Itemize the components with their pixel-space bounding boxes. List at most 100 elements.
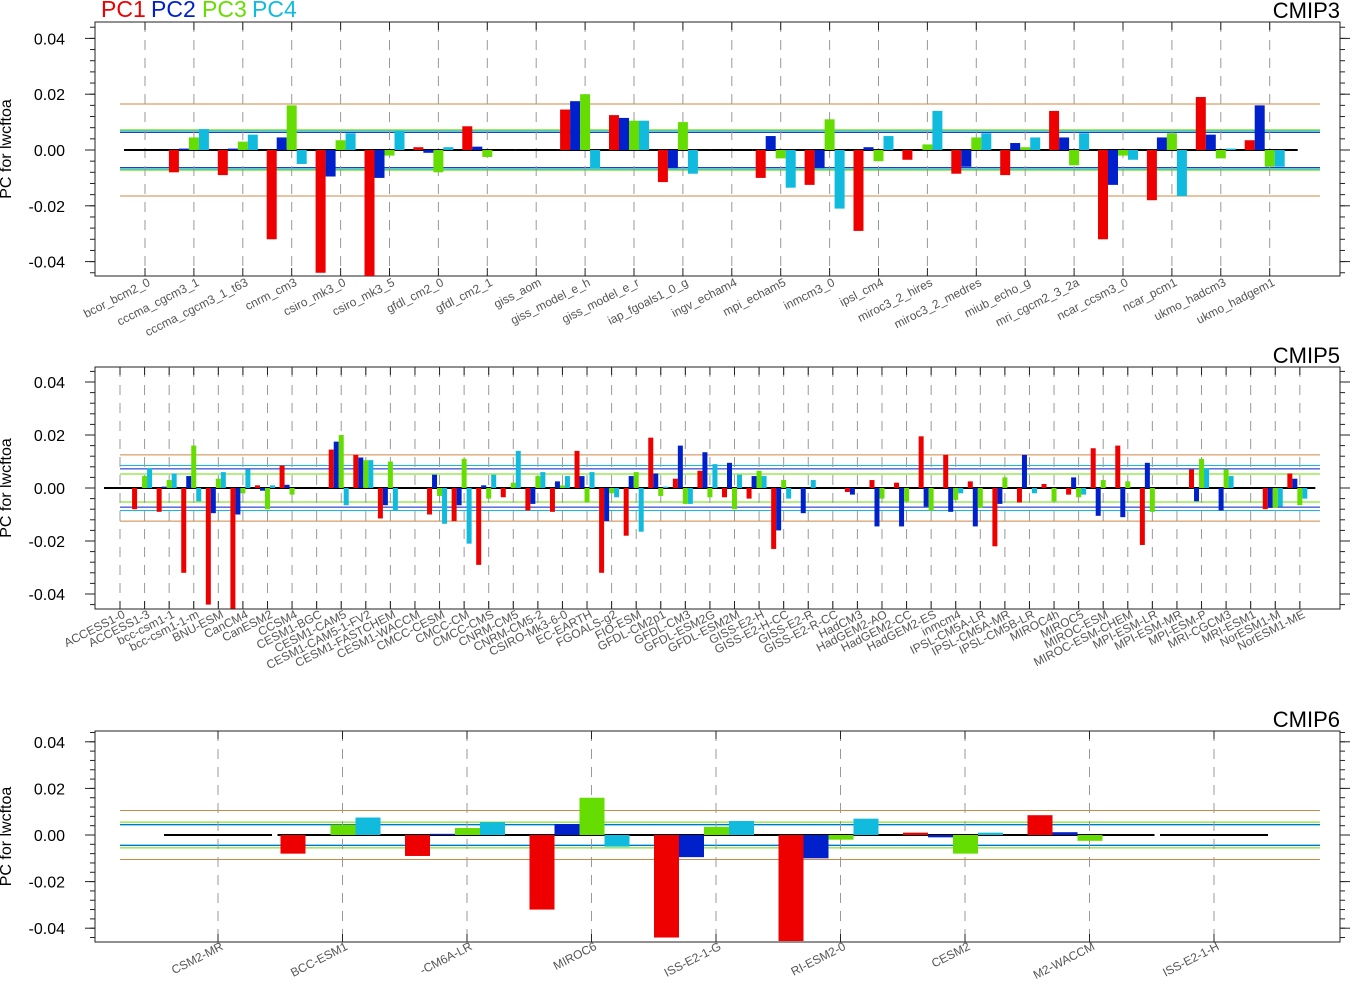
bar-pc4 xyxy=(810,480,816,488)
bar-pc4 xyxy=(590,150,601,169)
bar-pc4 xyxy=(220,472,226,488)
bar-pc4 xyxy=(638,488,644,532)
bar-pc3 xyxy=(1051,488,1057,502)
bar-pc1 xyxy=(1066,488,1072,495)
x-tick-label: M2-WACCM xyxy=(1031,939,1097,982)
bar-pc2 xyxy=(161,486,167,488)
bar-pc1 xyxy=(1139,488,1145,545)
bar-pc2 xyxy=(570,101,581,150)
bar-pc1 xyxy=(609,115,619,150)
bar-pc2 xyxy=(284,484,290,488)
bar-pc2 xyxy=(227,148,238,150)
bar-pc2 xyxy=(628,476,634,488)
bar-pc1 xyxy=(500,488,506,498)
bar-pc3 xyxy=(756,470,762,488)
bar-pc4 xyxy=(466,488,472,544)
bar-pc4 xyxy=(247,134,258,150)
bar-pc1 xyxy=(903,832,928,835)
bar-pc1 xyxy=(462,126,473,150)
bar-pc2 xyxy=(1205,134,1216,150)
bar-pc1 xyxy=(1041,484,1047,488)
bar-pc2 xyxy=(358,457,364,488)
x-tick-label: RI-ESM2-0 xyxy=(789,939,849,979)
bar-pc3 xyxy=(335,140,346,150)
bar-pc2 xyxy=(432,474,438,488)
y-tick-label: -0.04 xyxy=(29,255,66,272)
bar-pc2 xyxy=(1292,478,1298,488)
bar-pc3 xyxy=(433,150,444,173)
bar-pc2 xyxy=(382,488,388,506)
bar-pc4 xyxy=(198,129,209,150)
bar-pc3 xyxy=(1118,150,1128,156)
bar-pc1 xyxy=(413,147,424,150)
bar-pc4 xyxy=(981,133,992,150)
bar-pc2 xyxy=(849,488,855,495)
bar-pc4 xyxy=(687,150,698,174)
bar-pc3 xyxy=(142,476,148,488)
bar-pc3 xyxy=(584,488,590,503)
bar-pc3 xyxy=(1223,469,1229,488)
bar-pc3 xyxy=(580,94,591,150)
bar-pc2 xyxy=(1144,462,1150,488)
bar-pc1 xyxy=(217,150,228,176)
bar-pc1 xyxy=(574,450,580,488)
bar-pc4 xyxy=(564,476,570,488)
bar-pc4 xyxy=(978,832,1003,835)
bar-pc2 xyxy=(677,445,683,488)
bar-pc2 xyxy=(604,488,610,522)
bar-pc2 xyxy=(751,476,757,488)
bar-pc3 xyxy=(1020,147,1031,150)
bar-pc3 xyxy=(559,485,565,488)
bar-pc1 xyxy=(599,488,605,573)
bar-pc2 xyxy=(961,150,972,167)
bar-pc4 xyxy=(604,835,630,847)
bar-pc1 xyxy=(525,488,531,511)
y-tick-label: 0.00 xyxy=(34,481,65,498)
bar-pc1 xyxy=(623,488,629,536)
bar-pc1 xyxy=(205,488,211,605)
bar-pc4 xyxy=(443,147,454,150)
bar-pc2 xyxy=(178,148,189,150)
bar-pc1 xyxy=(746,488,752,499)
bar-pc2 xyxy=(481,485,487,488)
bar-pc3 xyxy=(922,144,933,150)
bar-pc2 xyxy=(619,117,629,150)
bar-pc4 xyxy=(687,488,693,504)
bar-pc2 xyxy=(210,488,216,514)
bar-pc2 xyxy=(928,835,953,838)
plot-frame-0 xyxy=(94,21,1341,277)
bar-pc4 xyxy=(932,110,943,150)
bar-pc4 xyxy=(171,473,177,488)
bar-pc3 xyxy=(455,828,480,835)
bar-pc1 xyxy=(476,488,482,565)
bar-pc4 xyxy=(639,120,649,150)
bar-pc1 xyxy=(1189,469,1195,488)
bar-pc1 xyxy=(853,150,864,231)
bar-pc1 xyxy=(1098,150,1108,240)
y-tick-label: -0.02 xyxy=(29,534,66,551)
legend-pc1: PC1 xyxy=(101,0,146,22)
bar-pc3 xyxy=(240,488,246,494)
bar-pc2 xyxy=(554,481,560,488)
bar-pc1 xyxy=(353,454,359,488)
y-tick-label: 0.04 xyxy=(34,375,65,392)
bar-pc2 xyxy=(374,150,385,178)
bar-pc3 xyxy=(873,150,884,162)
x-tick-label: BCC-ESM1 xyxy=(288,939,350,980)
x-tick-label: ISS-E2-1-G xyxy=(662,939,724,980)
bar-pc1 xyxy=(280,835,306,854)
bar-pc3 xyxy=(237,141,248,150)
bar-pc3 xyxy=(633,472,639,488)
bar-pc4 xyxy=(834,150,845,209)
bar-pc4 xyxy=(712,464,718,488)
bar-pc4 xyxy=(761,476,767,488)
bar-pc4 xyxy=(147,468,153,488)
bar-pc2 xyxy=(702,452,708,488)
bar-pc1 xyxy=(549,488,555,512)
bar-pc1 xyxy=(1287,473,1293,488)
bar-pc1 xyxy=(648,437,654,488)
bar-pc2 xyxy=(667,150,678,169)
bar-pc1 xyxy=(427,488,433,515)
bar-pc3 xyxy=(879,488,885,499)
